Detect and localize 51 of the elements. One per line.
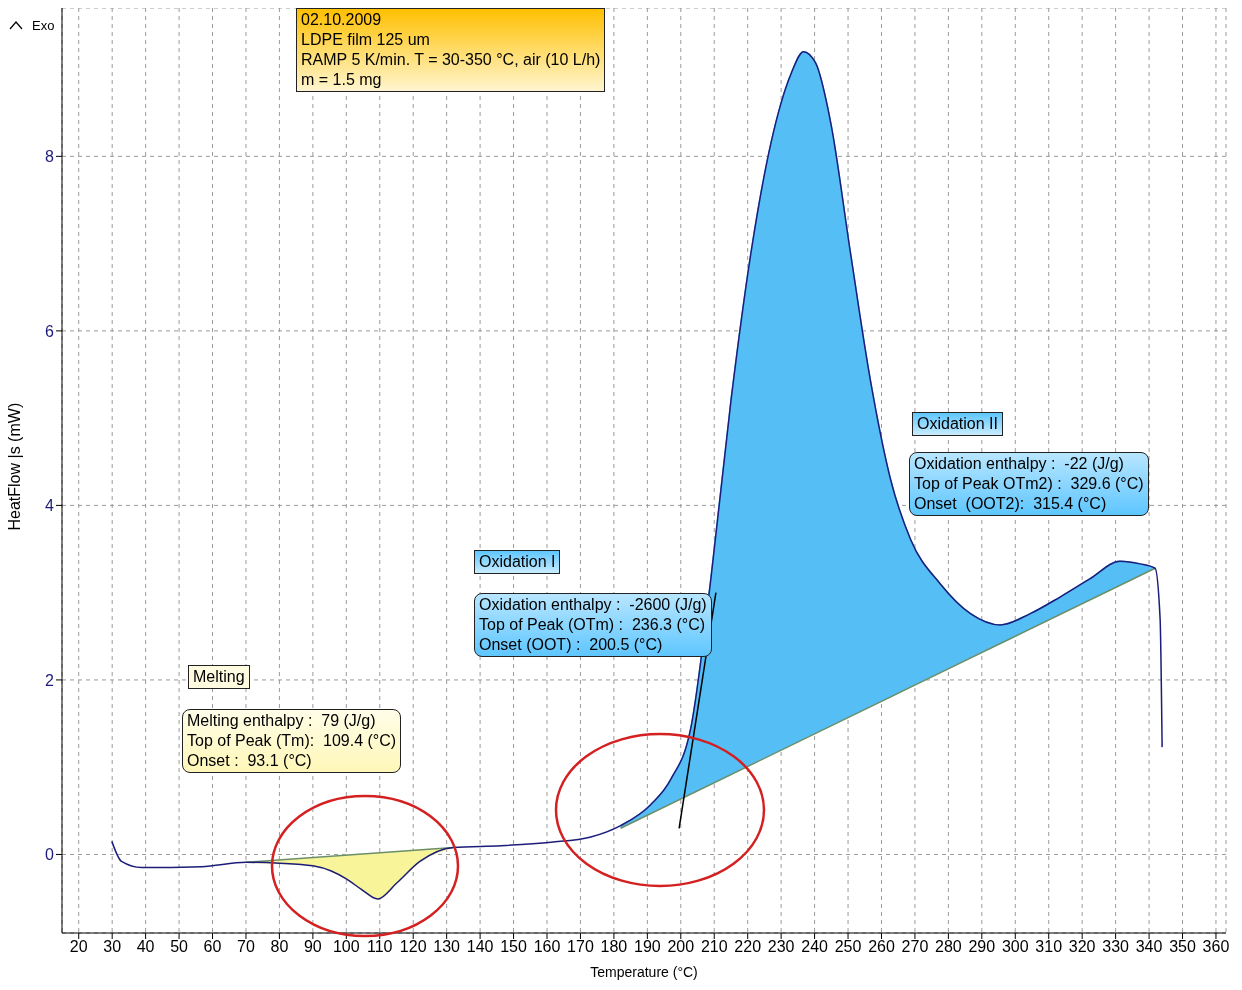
annotation: Oxidation I bbox=[474, 550, 561, 574]
y-tick-label: 8 bbox=[45, 148, 55, 166]
x-tick-label: 280 bbox=[935, 938, 962, 956]
x-tick-label: 240 bbox=[801, 938, 829, 956]
x-tick-label: 320 bbox=[1068, 938, 1096, 956]
x-tick-label: 40 bbox=[136, 938, 155, 956]
x-tick-label: 170 bbox=[567, 938, 594, 956]
y-tick-label: 0 bbox=[45, 846, 55, 864]
x-tick-label: 20 bbox=[69, 938, 88, 956]
x-tick-label: 330 bbox=[1102, 938, 1130, 956]
annotation: Oxidation enthalpy : -2600 (J/g) Top of Peak (OTm) : 236.3 (°C) Onset (OOT) : 200.5 (°C) bbox=[474, 593, 712, 657]
x-tick-label: 340 bbox=[1135, 938, 1163, 956]
annotation: Melting enthalpy : 79 (J/g) Top of Peak (Tm): 109.4 (°C) Onset : 93.1 (°C) bbox=[182, 709, 402, 773]
y-tick-label: 2 bbox=[45, 671, 55, 689]
x-tick-label: 120 bbox=[399, 938, 427, 956]
x-tick-label: 30 bbox=[103, 938, 122, 956]
x-tick-label: 160 bbox=[533, 938, 561, 956]
x-tick-label: 140 bbox=[466, 938, 494, 956]
x-tick-label: 350 bbox=[1169, 938, 1196, 956]
x-tick-label: 360 bbox=[1202, 938, 1230, 956]
x-tick-label: 260 bbox=[868, 938, 895, 956]
x-axis-title: Temperature (°C) bbox=[590, 964, 698, 980]
x-tick-label: 190 bbox=[633, 938, 661, 956]
x-tick-label: 200 bbox=[667, 938, 695, 956]
line-series bbox=[111, 50, 1163, 900]
x-tick-label: 300 bbox=[1001, 938, 1029, 956]
x-tick-label: 210 bbox=[700, 938, 728, 956]
x-tick-label: 80 bbox=[270, 938, 289, 956]
annotation: Melting bbox=[188, 665, 250, 689]
x-tick-label: 150 bbox=[500, 938, 527, 956]
x-tick-label: 60 bbox=[203, 938, 222, 956]
x-tick-label: 270 bbox=[901, 938, 929, 956]
x-tick-label: 230 bbox=[767, 938, 795, 956]
y-axis-title: HeatFlow |s (mW) bbox=[5, 402, 23, 531]
y-tick-label: 6 bbox=[45, 322, 55, 340]
x-tick-label: 310 bbox=[1035, 938, 1063, 956]
text: Exo bbox=[32, 17, 55, 35]
annotation: Oxidation II bbox=[912, 412, 1003, 436]
x-tick-label: 90 bbox=[303, 938, 322, 956]
y-tick-label: 4 bbox=[45, 497, 55, 515]
x-tick-label: 70 bbox=[237, 938, 255, 956]
x-tick-label: 50 bbox=[170, 938, 189, 956]
annotation: Oxidation enthalpy : -22 (J/g) Top of Peak OTm2) : 329.6 (°C) Onset (OOT2): 315.4 (°C) bbox=[909, 452, 1149, 516]
x-tick-label: 250 bbox=[834, 938, 862, 956]
x-tick-label: 290 bbox=[968, 938, 996, 956]
x-tick-label: 220 bbox=[734, 938, 762, 956]
x-tick-label: 130 bbox=[433, 938, 461, 956]
annotation: 02.10.2009 LDPE film 125 um RAMP 5 K/min. T = 30-350 °C, air (10 L/h) m = 1.5 mg bbox=[296, 8, 606, 92]
x-tick-label: 110 bbox=[367, 938, 393, 956]
x-tick-label: 100 bbox=[332, 938, 360, 956]
x-tick-label: 180 bbox=[600, 938, 628, 956]
